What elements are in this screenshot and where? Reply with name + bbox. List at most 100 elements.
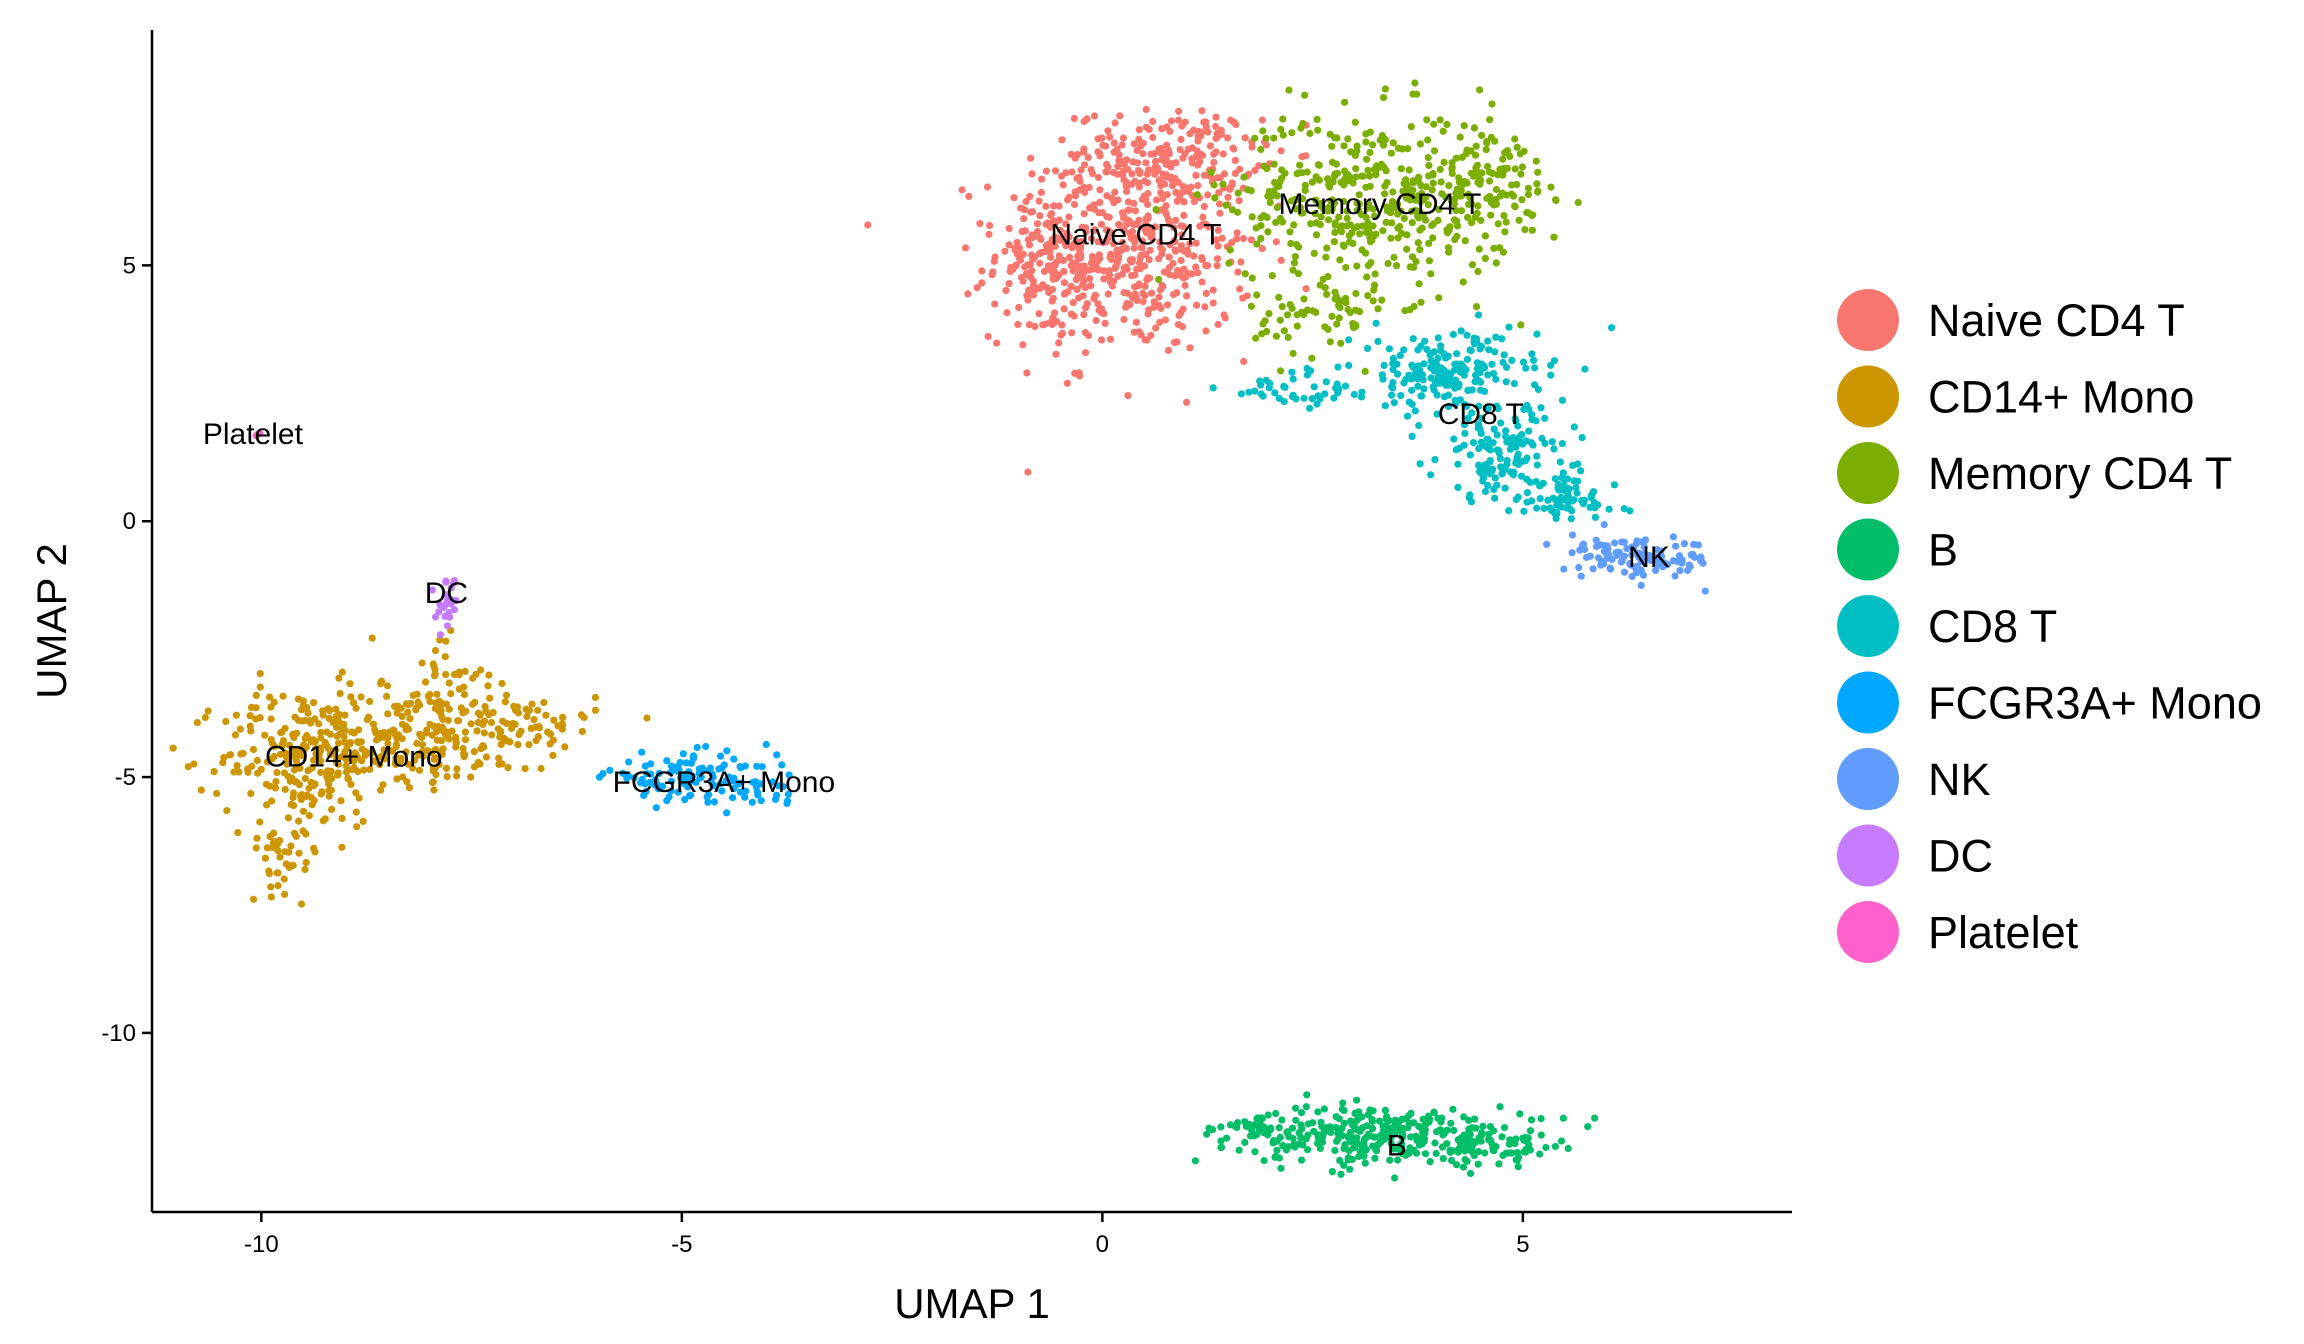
point bbox=[1349, 239, 1357, 247]
point bbox=[1431, 378, 1439, 386]
point bbox=[1556, 458, 1564, 466]
point bbox=[1038, 175, 1046, 183]
point bbox=[1450, 1126, 1458, 1134]
point bbox=[1086, 275, 1094, 283]
point bbox=[392, 740, 400, 749]
point bbox=[1126, 229, 1134, 237]
point bbox=[1124, 289, 1132, 297]
point bbox=[1475, 245, 1483, 253]
point bbox=[448, 727, 456, 735]
point bbox=[1233, 235, 1241, 243]
point bbox=[360, 766, 368, 774]
point bbox=[1292, 1104, 1300, 1112]
point bbox=[1453, 232, 1461, 240]
point bbox=[1290, 221, 1298, 229]
point bbox=[1339, 1099, 1347, 1107]
point bbox=[1440, 375, 1448, 383]
point bbox=[1480, 387, 1489, 395]
point bbox=[1231, 169, 1239, 177]
point bbox=[1502, 433, 1510, 441]
point bbox=[1434, 334, 1442, 342]
point bbox=[1023, 292, 1031, 300]
point bbox=[1060, 267, 1068, 275]
point bbox=[1543, 540, 1551, 548]
point bbox=[1390, 253, 1398, 262]
point bbox=[499, 717, 507, 725]
point bbox=[1498, 335, 1506, 343]
point bbox=[1382, 218, 1390, 226]
point bbox=[778, 761, 786, 769]
point bbox=[301, 865, 309, 874]
point bbox=[1413, 207, 1421, 215]
point bbox=[1387, 1139, 1395, 1147]
point bbox=[1262, 134, 1270, 142]
point bbox=[525, 706, 534, 715]
point bbox=[1277, 367, 1285, 375]
point bbox=[1070, 114, 1078, 123]
point bbox=[1343, 222, 1351, 230]
point bbox=[1183, 398, 1191, 406]
point bbox=[771, 795, 780, 804]
point bbox=[1153, 164, 1161, 172]
point bbox=[1288, 1124, 1297, 1132]
point bbox=[706, 764, 715, 772]
point bbox=[1471, 1115, 1479, 1123]
point bbox=[1591, 504, 1599, 512]
point bbox=[1440, 158, 1448, 166]
point bbox=[1005, 224, 1013, 233]
point bbox=[1279, 131, 1287, 139]
point bbox=[1205, 223, 1213, 231]
point bbox=[1337, 1170, 1345, 1178]
point bbox=[709, 773, 717, 781]
point bbox=[1212, 148, 1220, 156]
point bbox=[1439, 127, 1447, 135]
point bbox=[1321, 390, 1329, 398]
legend-label: Naive CD4 T bbox=[1928, 295, 2185, 346]
point bbox=[1217, 126, 1225, 134]
point bbox=[273, 768, 281, 777]
point bbox=[1361, 1135, 1369, 1143]
point bbox=[1289, 266, 1297, 274]
point bbox=[1503, 456, 1511, 465]
point bbox=[1551, 1142, 1559, 1151]
point bbox=[1514, 1149, 1522, 1157]
point bbox=[271, 784, 280, 792]
point bbox=[1523, 489, 1531, 497]
point bbox=[267, 893, 275, 901]
point bbox=[783, 799, 791, 808]
point bbox=[1478, 131, 1486, 139]
point bbox=[1389, 188, 1397, 196]
point bbox=[1194, 182, 1202, 190]
point bbox=[976, 220, 984, 228]
point bbox=[1158, 125, 1166, 133]
point bbox=[197, 786, 205, 794]
point bbox=[1212, 122, 1220, 131]
point bbox=[1331, 221, 1339, 229]
point bbox=[1496, 455, 1504, 463]
point bbox=[1369, 297, 1377, 305]
point bbox=[1369, 1142, 1377, 1150]
point bbox=[1131, 271, 1139, 279]
point bbox=[1179, 154, 1187, 162]
point bbox=[964, 290, 972, 298]
point bbox=[1170, 290, 1178, 299]
point bbox=[1500, 212, 1508, 220]
point bbox=[1589, 488, 1598, 496]
point bbox=[354, 768, 362, 776]
point bbox=[1334, 1129, 1342, 1137]
point bbox=[1145, 256, 1153, 264]
point bbox=[305, 812, 313, 820]
point bbox=[1277, 256, 1285, 264]
point bbox=[1384, 259, 1392, 268]
point bbox=[386, 746, 394, 755]
point bbox=[1209, 384, 1217, 392]
legend-label: FCGR3A+ Mono bbox=[1928, 678, 2262, 729]
point bbox=[1444, 244, 1453, 252]
point bbox=[1068, 168, 1076, 176]
point bbox=[1309, 1119, 1317, 1127]
point bbox=[1416, 366, 1424, 374]
point bbox=[338, 724, 346, 733]
point bbox=[1248, 213, 1256, 221]
point bbox=[1505, 323, 1513, 331]
